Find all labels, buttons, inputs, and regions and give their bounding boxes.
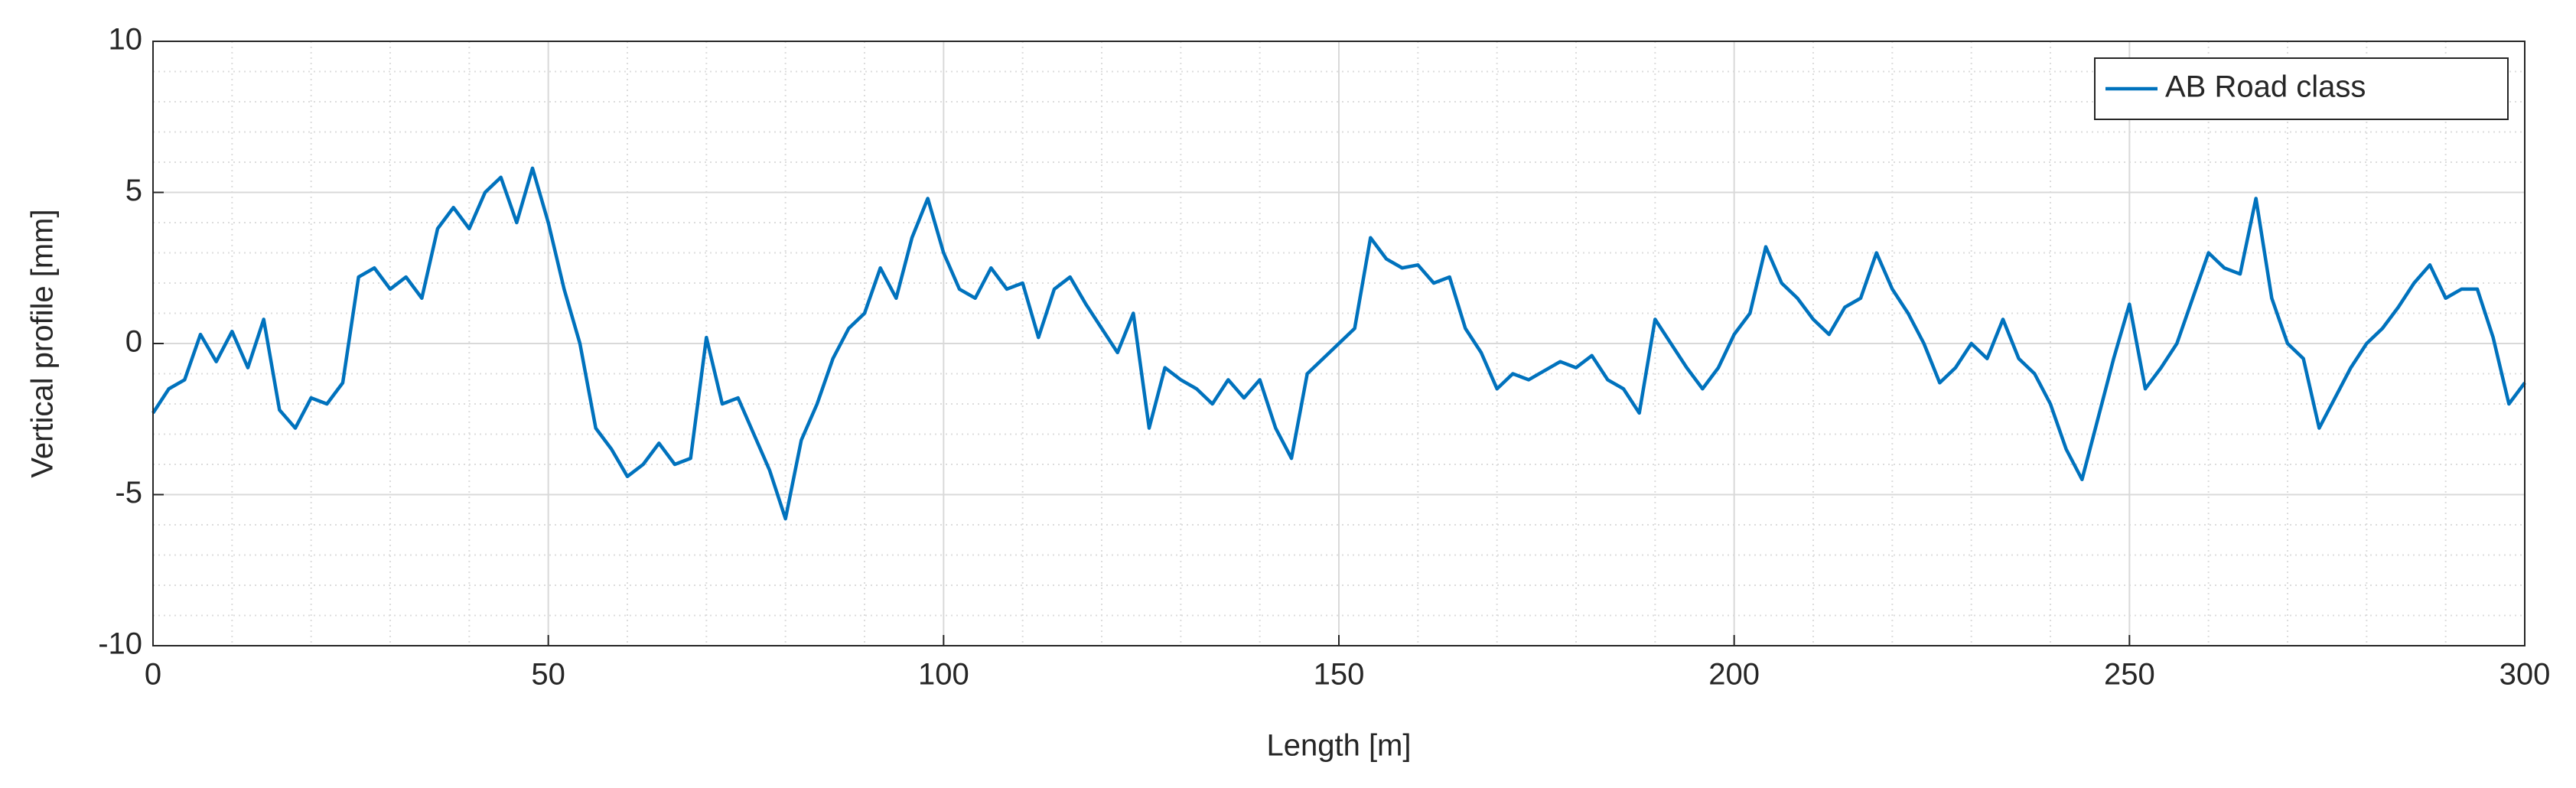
x-tick-label: 50 bbox=[531, 658, 565, 692]
y-tick-label: -5 bbox=[115, 476, 142, 510]
legend-label: AB Road class bbox=[2165, 70, 2366, 104]
plot-frame bbox=[152, 41, 2526, 646]
x-tick-label: 150 bbox=[1314, 658, 1365, 692]
x-axis-label: Length [m] bbox=[1266, 729, 1411, 763]
x-tick-label: 0 bbox=[145, 658, 161, 692]
line-series bbox=[151, 166, 2526, 521]
y-tick-label: 0 bbox=[125, 325, 142, 359]
x-tick-label: 300 bbox=[2499, 658, 2551, 692]
x-tick-label: 100 bbox=[918, 658, 969, 692]
x-tick-label: 200 bbox=[1708, 658, 1760, 692]
y-axis-label: Vertical profile [mm] bbox=[26, 209, 60, 477]
legend-box bbox=[2094, 57, 2509, 120]
legend: AB Road class bbox=[2094, 57, 2509, 120]
y-tick-label: -10 bbox=[98, 627, 142, 661]
y-tick-label: 10 bbox=[109, 23, 143, 57]
x-tick-label: 250 bbox=[2104, 658, 2155, 692]
y-tick-label: 5 bbox=[125, 174, 142, 207]
